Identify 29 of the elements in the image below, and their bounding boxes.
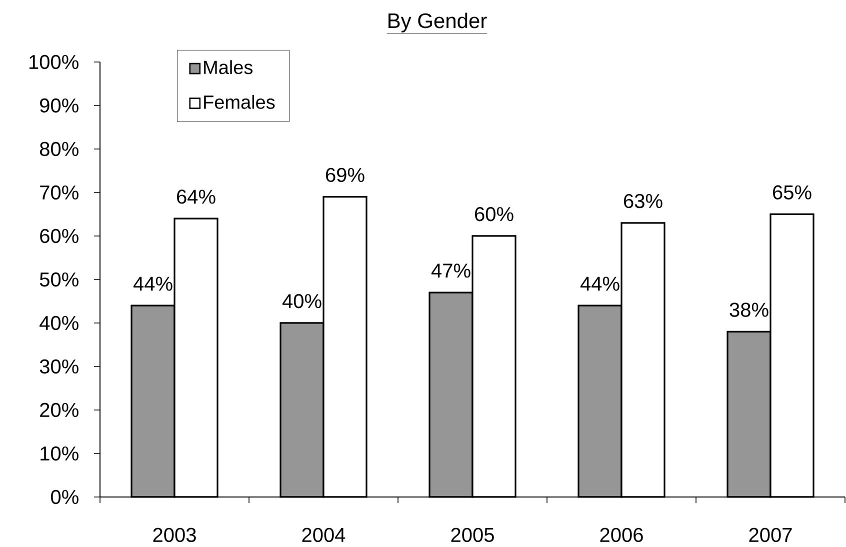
data-label: 65% bbox=[773, 185, 812, 200]
data-label: 69% bbox=[326, 168, 364, 182]
data-label: 47% bbox=[431, 264, 470, 278]
y-tick-label: 50% bbox=[40, 272, 78, 287]
y-tick-label: 60% bbox=[40, 228, 78, 244]
x-tick-label: 2005 bbox=[451, 528, 494, 542]
y-tick-label: 70% bbox=[40, 185, 78, 200]
chart-title: By Gender bbox=[388, 12, 487, 32]
data-label: 44% bbox=[133, 276, 172, 291]
y-tick-label: 0% bbox=[51, 490, 78, 504]
data-label: 63% bbox=[624, 194, 662, 208]
data-label: 44% bbox=[580, 276, 620, 291]
x-tick-label: 2006 bbox=[600, 528, 643, 542]
data-label: 64% bbox=[177, 190, 216, 204]
y-tick-label: 30% bbox=[40, 359, 78, 374]
x-tick-label: 2003 bbox=[153, 528, 196, 542]
data-label: 38% bbox=[730, 302, 768, 317]
legend-label: Males bbox=[204, 60, 253, 74]
x-tick-label: 2007 bbox=[749, 528, 792, 542]
y-tick-label: 100% bbox=[30, 54, 78, 70]
legend-label: Females bbox=[204, 94, 275, 109]
data-label: 60% bbox=[475, 207, 514, 222]
y-tick-label: 20% bbox=[40, 402, 78, 418]
y-tick-label: 40% bbox=[40, 316, 78, 330]
x-tick-label: 2004 bbox=[302, 528, 346, 542]
y-tick-label: 90% bbox=[40, 98, 78, 113]
y-tick-label: 10% bbox=[40, 446, 78, 461]
y-tick-label: 80% bbox=[40, 142, 78, 156]
data-label: 40% bbox=[282, 294, 322, 308]
